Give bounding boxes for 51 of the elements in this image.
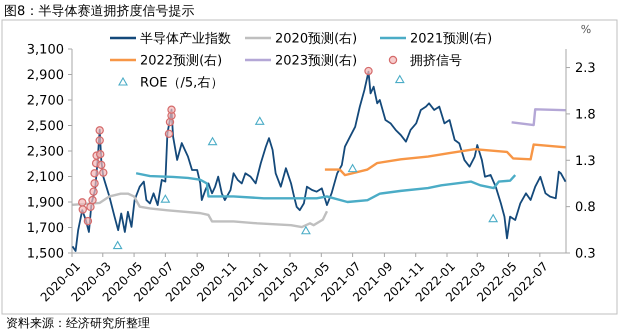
point [90, 179, 99, 188]
point [488, 214, 498, 222]
point [96, 126, 104, 135]
y2-axis-title: % [580, 23, 592, 36]
point [96, 136, 104, 145]
y-tick-label: 1,900 [26, 196, 64, 211]
y2-tick-label: 1.3 [575, 154, 596, 169]
line-series [134, 172, 516, 204]
point [395, 75, 404, 84]
point [86, 202, 95, 212]
y-tick-label: 1,700 [26, 221, 64, 236]
point [96, 150, 104, 158]
legend-label: 半导体产业指数 [140, 32, 231, 47]
line-series [324, 143, 567, 176]
point [167, 105, 176, 114]
point [99, 168, 108, 177]
legend-label: 拥挤信号 [410, 54, 462, 69]
point [255, 116, 264, 125]
y2-tick-label: 2.3 [575, 61, 596, 76]
line-series [510, 108, 567, 126]
y-tick-label: 2,900 [26, 68, 64, 84]
point [208, 137, 218, 146]
y-tick-label: 2,300 [26, 144, 64, 160]
y2-tick-label: 0.8 [575, 200, 596, 216]
point [160, 194, 170, 203]
point [97, 160, 106, 170]
y2-tick-label: 0.3 [575, 246, 596, 262]
legend-label: 2023预测(右) [275, 54, 358, 69]
point [301, 226, 310, 234]
point [78, 205, 87, 214]
chart-title: 图8：半导体赛道拥挤度信号提示 [4, 3, 194, 19]
point [164, 130, 174, 138]
point [113, 241, 122, 250]
point [84, 216, 92, 226]
y-tick-label: 1,500 [26, 246, 64, 262]
point [88, 196, 97, 204]
point [348, 164, 358, 172]
point [89, 187, 98, 196]
legend-label: 2022预测(右) [140, 54, 222, 69]
legend-label: 2020预测(右) [275, 32, 358, 47]
text: 资料来源：经济研究所整理 [6, 316, 150, 330]
y-tick-label: 3,100 [26, 42, 64, 58]
y-tick-label: 2,100 [26, 170, 64, 186]
point [364, 66, 373, 76]
legend-label: 2021预测(右) [410, 32, 492, 47]
y2-tick-label: 1.8 [575, 107, 596, 122]
point [78, 198, 86, 207]
legend-label: ROE（/5,右） [140, 76, 224, 91]
y-tick-label: 2,700 [26, 94, 64, 109]
y-tick-label: 2,500 [26, 119, 64, 134]
point [90, 169, 99, 178]
